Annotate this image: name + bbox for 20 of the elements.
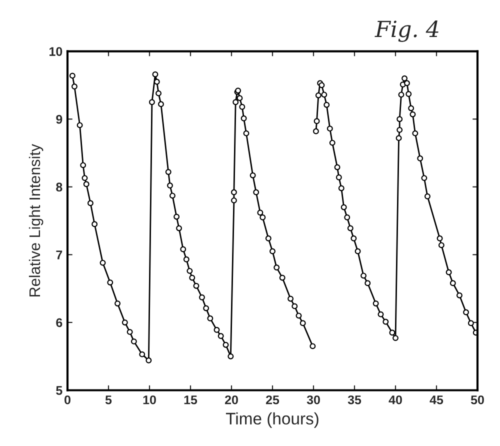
x-tick-label: 35 bbox=[348, 395, 362, 404]
x-tick-label: 25 bbox=[266, 395, 280, 404]
x-tick-label: 45 bbox=[430, 396, 444, 404]
x-tick-label: 10 bbox=[143, 395, 156, 404]
y-tick-label: 8 bbox=[56, 182, 62, 192]
caption: Fig. 4 bbox=[374, 20, 438, 42]
x-tick-label: 5 bbox=[105, 396, 112, 404]
x-axis-title: Time (hours) bbox=[226, 412, 318, 428]
x-tick-label: 0 bbox=[64, 395, 70, 404]
x-tick-label: 20 bbox=[224, 395, 238, 404]
y-tick-label: 5 bbox=[56, 386, 62, 395]
y-tick-label: 9 bbox=[56, 114, 62, 124]
x-tick-label: 40 bbox=[388, 395, 402, 404]
y-tick-label: 7 bbox=[56, 250, 62, 260]
y-tick-label: 6 bbox=[56, 318, 62, 328]
y-tick-label: 10 bbox=[50, 47, 62, 56]
x-tick-label: 15 bbox=[184, 396, 198, 404]
y-axis-title: Relative Light Intensity bbox=[28, 144, 44, 296]
x-tick-label: 50 bbox=[470, 395, 484, 404]
x-tick-label: 30 bbox=[306, 395, 320, 404]
